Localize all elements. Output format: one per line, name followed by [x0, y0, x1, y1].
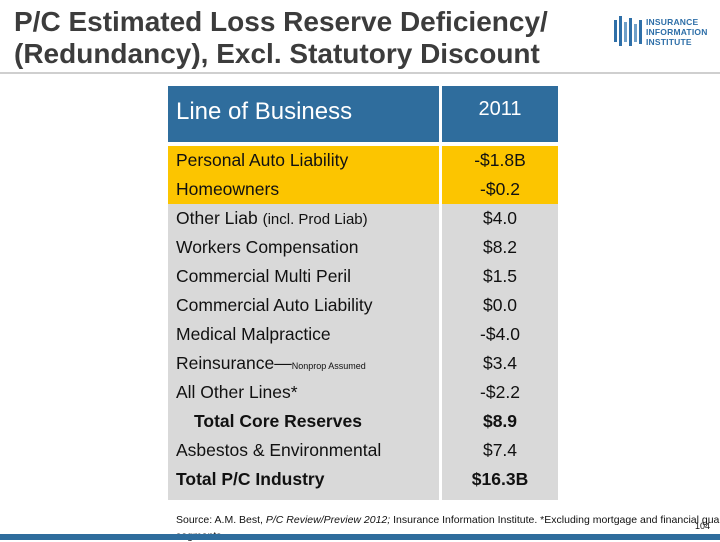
row-lob-note: (incl. Prod Liab) [262, 211, 368, 228]
table-row: Personal Auto Liability -$1.8B [168, 146, 558, 175]
body-column-divider [439, 146, 442, 500]
header-column-divider [439, 86, 442, 142]
row-line-of-business: Workers Compensation [176, 237, 359, 257]
slide-title: P/C Estimated Loss Reserve Deficiency/ (… [14, 6, 604, 70]
row-line-of-business: Personal Auto Liability [176, 150, 349, 170]
logo-line-2: INFORMATION [646, 27, 708, 37]
table-body: Personal Auto Liability -$1.8B Homeowner… [168, 146, 558, 500]
row-value: $0.0 [482, 295, 518, 315]
header-line-of-business: Line of Business [176, 98, 353, 125]
row-line-of-business: Total Core Reserves [194, 411, 362, 431]
table-row: Other Liab (incl. Prod Liab) $4.0 [168, 204, 558, 233]
row-value: $8.2 [482, 237, 518, 257]
logo-line-1: INSURANCE [646, 17, 699, 27]
table-row-total-industry: Total P/C Industry $16.3B [168, 465, 558, 494]
row-value: $1.5 [482, 266, 518, 286]
row-value: $4.0 [482, 208, 518, 228]
page-number: 104 [694, 521, 710, 531]
row-value: $16.3B [471, 469, 529, 489]
iii-logo: INSURANCE INFORMATION INSTITUTE [614, 14, 714, 54]
logo-text: INSURANCE INFORMATION INSTITUTE [646, 17, 708, 47]
footer-bar [0, 534, 720, 540]
row-line-of-business: Asbestos & Environmental [176, 440, 382, 460]
row-value: $7.4 [482, 440, 518, 460]
table-row: Commercial Auto Liability $0.0 [168, 291, 558, 320]
iii-logo-icon [614, 16, 642, 46]
row-line-of-business: All Other Lines* [176, 382, 298, 402]
row-value: -$2.2 [480, 382, 520, 402]
table-row: Commercial Multi Peril $1.5 [168, 262, 558, 291]
source-note: Source: A.M. Best, P/C Review/Preview 20… [176, 514, 720, 526]
title-line-2: (Redundancy), Excl. Statutory Discount [14, 38, 540, 69]
row-value: -$4.0 [480, 324, 520, 344]
table-row: Medical Malpractice -$4.0 [168, 320, 558, 349]
row-line-of-business: Medical Malpractice [176, 324, 331, 344]
logo-line-3: INSTITUTE [646, 37, 692, 47]
header-year: 2011 [478, 98, 522, 120]
reserve-table: Line of Business 2011 Personal Auto Liab… [168, 86, 558, 500]
table-header: Line of Business 2011 [168, 86, 558, 142]
title-divider [0, 72, 720, 74]
row-value: $3.4 [482, 353, 518, 373]
row-line-of-business: Homeowners [176, 179, 280, 199]
table-row: Asbestos & Environmental $7.4 [168, 436, 558, 465]
table-row: Workers Compensation $8.2 [168, 233, 558, 262]
table-row: Reinsurance—Nonprop Assumed $3.4 [168, 349, 558, 378]
row-line-of-business: Total P/C Industry [176, 469, 325, 489]
row-value: $8.9 [482, 411, 518, 431]
table-row-total-core: Total Core Reserves $8.9 [168, 407, 558, 436]
row-value: -$1.8B [474, 150, 526, 170]
table-row: All Other Lines* -$2.2 [168, 378, 558, 407]
row-line-of-business: Commercial Auto Liability [176, 295, 373, 315]
row-value: -$0.2 [480, 179, 520, 199]
table-row: Homeowners -$0.2 [168, 175, 558, 204]
row-line-of-business: Reinsurance—Nonprop Assumed [176, 353, 366, 373]
row-lob-note: Nonprop Assumed [291, 361, 366, 371]
row-line-of-business: Other Liab (incl. Prod Liab) [176, 208, 368, 228]
title-line-1: P/C Estimated Loss Reserve Deficiency/ [14, 6, 548, 37]
row-line-of-business: Commercial Multi Peril [176, 266, 352, 286]
